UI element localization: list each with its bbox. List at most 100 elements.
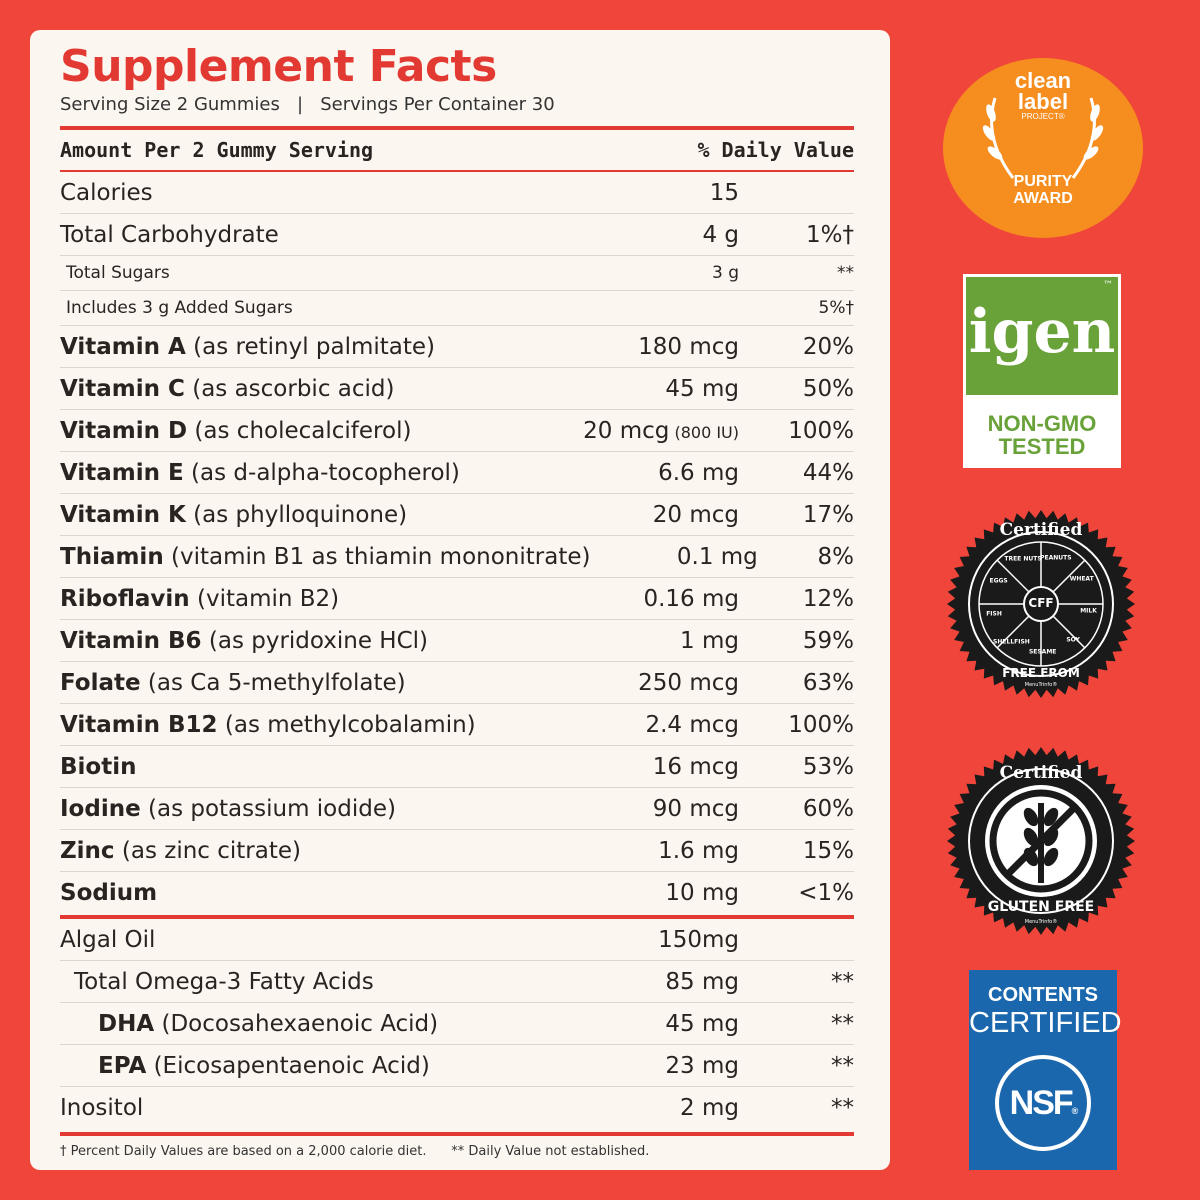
nutrient-label: Vitamin C [60, 375, 185, 402]
allergen-label: SHELLFISH [993, 638, 1030, 646]
nutrient-name: Riboflavin (vitamin B2) [60, 586, 539, 612]
amount-value: 15 [709, 179, 739, 206]
amount-value: 3 g [711, 263, 739, 283]
nutrient-row: Vitamin K (as phylloquinone) 20 mcg 17% [60, 494, 854, 536]
amount-value: 180 mcg [638, 333, 739, 360]
nutrient-name: Vitamin K (as phylloquinone) [60, 502, 539, 528]
daily-value: 53% [802, 753, 854, 780]
nutrient-amount: 0.16 mg [539, 586, 739, 612]
gf-certified-label: Certified [999, 763, 1083, 783]
nutrient-amount: 2 mg [539, 1095, 739, 1121]
award-label: AWARD [1013, 190, 1073, 207]
section-divider [60, 915, 854, 919]
nutrient-name: Sodium [60, 880, 539, 906]
amount-value: 1 mg [680, 627, 739, 654]
amount-value: 10 mg [665, 879, 739, 906]
nutrient-row: Total Sugars 3 g ** [60, 256, 854, 291]
cff-free-from-label: FREE FROM [1002, 666, 1080, 680]
allergen-label: WHEAT [1069, 575, 1094, 583]
daily-value: ** [831, 1010, 854, 1037]
allergen-free-seal-icon [947, 510, 1135, 698]
nutrient-label: Total Omega-3 Fatty Acids [74, 968, 374, 995]
allergen-label: EGGS [989, 577, 1008, 585]
nutrient-label: Vitamin B6 [60, 627, 202, 654]
nutrient-amount: 10 mg [539, 880, 739, 906]
amount-value: 0.1 mg [676, 543, 758, 570]
cff-menutrinfo-label: MenuTrinfo® [1024, 682, 1058, 688]
daily-value: 44% [802, 459, 854, 486]
nutrient-label: Total Sugars [66, 263, 170, 283]
nutrient-amount: 16 mcg [539, 754, 739, 780]
nutrient-amount: 180 mcg [539, 334, 739, 360]
nutrient-amount: 85 mg [539, 969, 739, 995]
daily-value-label: % Daily Value [697, 138, 854, 162]
nutrient-row: Sodium 10 mg <1% [60, 872, 854, 913]
nutrient-label: Zinc [60, 837, 115, 864]
nutrient-row: Vitamin B6 (as pyridoxine HCl) 1 mg 59% [60, 620, 854, 662]
daily-value: <1% [798, 879, 854, 906]
nutrient-amount: 23 mg [539, 1053, 739, 1079]
nutrient-amount: 45 mg [539, 1011, 739, 1037]
nutrient-name: Algal Oil [60, 927, 539, 953]
amount-iu: (800 IU) [669, 422, 739, 442]
daily-value: ** [831, 968, 854, 995]
nutrient-amount: 20 mcg [539, 502, 739, 528]
nutrient-source: (as Ca 5-methylfolate) [140, 669, 406, 696]
nutrient-source: (Docosahexaenoic Acid) [154, 1010, 439, 1037]
nutrient-amount: 2.4 mcg [539, 712, 739, 738]
nutrient-label: Vitamin B12 [60, 711, 218, 738]
nutrient-label: Calories [60, 179, 153, 206]
amount-value: 85 mg [665, 968, 739, 995]
nutrient-table: Calories 15 Total Carbohydrate 4 g 1%† Total … [60, 172, 854, 1136]
nutrient-row: Vitamin B12 (as methylcobalamin) 2.4 mcg 1… [60, 704, 854, 746]
nutrient-label: DHA [98, 1010, 155, 1037]
cff-certified-label: Certified [999, 520, 1083, 540]
nutrient-row: Riboflavin (vitamin B2) 0.16 mg 12% [60, 578, 854, 620]
igen-logo: igen [966, 277, 1118, 395]
nutrient-row: Calories 15 [60, 172, 854, 214]
nutrient-source: (as cholecalciferol) [187, 417, 412, 444]
nutrient-amount: 0.1 mg [590, 543, 758, 570]
daily-value: ** [831, 1094, 854, 1121]
nutrient-source: (as methylcobalamin) [217, 711, 476, 738]
nutrient-label: Riboflavin [60, 585, 190, 612]
nutrient-name: Vitamin E (as d-alpha-tocopherol) [60, 460, 539, 486]
nutrient-row: Algal Oil 150mg [60, 919, 854, 961]
contents-label: CONTENTS [988, 984, 1098, 1006]
certified-free-from-badge: Certified CFF FREE FROM MenuTrinfo® TREE… [945, 508, 1137, 700]
laurel-icon [982, 97, 1104, 179]
nutrient-label: Includes 3 g Added Sugars [66, 298, 293, 318]
nutrient-name: Inositol [60, 1095, 539, 1121]
amount-value: 6.6 mg [658, 459, 739, 486]
daily-value: 1%† [806, 221, 854, 248]
supplement-facts-title: Supplement Facts [60, 41, 497, 92]
nutrient-row: Folate (as Ca 5-methylfolate) 250 mcg 63% [60, 662, 854, 704]
clean-label-word1: clean [1014, 68, 1072, 93]
amount-per-serving-label: Amount Per 2 Gummy Serving [60, 138, 374, 162]
nutrient-name: Total Omega-3 Fatty Acids [60, 969, 539, 995]
nsf-contents-certified-badge: CONTENTS CERTIFIED NSF® [969, 970, 1122, 1170]
nsf-logo: NSF® [995, 1055, 1091, 1151]
nutrient-name: Folate (as Ca 5-methylfolate) [60, 670, 539, 696]
certified-gluten-free-badge: Certified GLUTEN FREE MenuTrinfo® [945, 745, 1137, 937]
amount-value: 20 mcg [583, 417, 670, 444]
amount-value: 150mg [658, 926, 739, 953]
nutrient-source: (as zinc citrate) [114, 837, 301, 864]
nutrient-amount: 1.6 mg [539, 838, 739, 864]
daily-value: 5%† [818, 298, 854, 318]
daily-value: 15% [802, 837, 854, 864]
amount-value: 90 mcg [652, 795, 739, 822]
allergen-label: FISH [986, 610, 1002, 618]
amount-value: 250 mcg [638, 669, 739, 696]
nutrient-label: Biotin [60, 753, 137, 780]
nutrient-name: Includes 3 g Added Sugars [60, 298, 539, 318]
nutrient-source: (as d-alpha-tocopherol) [183, 459, 460, 486]
nutrient-label: Vitamin A [60, 333, 186, 360]
nutrient-row: Biotin 16 mcg 53% [60, 746, 854, 788]
nutrient-amount: 6.6 mg [539, 460, 739, 486]
nutrient-source: (Eicosapentaenoic Acid) [146, 1052, 430, 1079]
nutrient-label: Inositol [60, 1094, 144, 1121]
nutrient-name: Biotin [60, 754, 539, 780]
clean-label-word3: PROJECT® [1021, 112, 1065, 121]
nutrient-row: DHA (Docosahexaenoic Acid) 45 mg ** [60, 1003, 854, 1045]
